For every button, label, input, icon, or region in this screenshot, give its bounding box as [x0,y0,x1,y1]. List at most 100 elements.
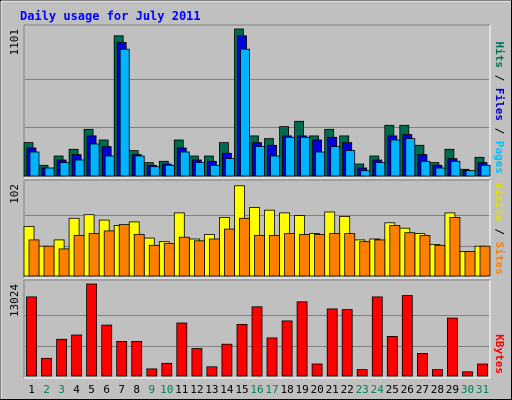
x-tick-label: 24 [371,383,385,396]
x-tick-label: 18 [280,383,293,396]
y-max-label: 1101 [8,29,21,56]
x-tick-label: 23 [356,383,369,396]
bar-kbytes-day-12 [191,348,203,377]
bar-pages-day-9 [149,166,160,177]
bar-sites-day-31 [479,245,491,277]
x-tick-label: 27 [416,383,429,396]
bar-kbytes-day-4 [71,334,82,377]
bar-pages-day-26 [405,138,416,177]
x-tick-label: 11 [175,383,188,396]
legend-entry: Files [493,88,506,121]
bar-pages-day-14 [224,158,235,177]
bar-sites-day-8 [133,234,145,277]
bar-sites-day-18 [284,233,296,277]
bar-sites-day-30 [464,251,476,277]
bar-kbytes-day-13 [206,366,218,377]
bar-pages-day-30 [465,170,476,177]
bar-pages-day-10 [164,164,175,177]
bar-sites-day-4 [73,234,85,277]
bar-sites-day-19 [299,234,311,277]
bar-pages-day-13 [209,164,220,177]
bar-kbytes-day-22 [341,309,353,377]
hits-files-pages-panel: 1101 Hits / Files / Pages [8,24,506,179]
x-tick-label: 31 [476,383,489,396]
bar-kbytes-day-18 [281,320,293,377]
x-tick-label: 12 [190,383,203,396]
legend-entry: Hits [493,42,506,69]
bar-sites-day-20 [314,234,326,277]
bar-kbytes-day-19 [296,301,308,377]
bar-pages-day-3 [59,162,70,177]
y-max-label: 13024 [8,284,21,317]
bar-sites-day-15 [239,217,250,277]
bar-kbytes-day-25 [386,335,398,377]
x-tick-label: 5 [88,383,95,396]
bar-sites-day-10 [163,243,175,277]
series-legend: Hits / Files / Pages [493,42,506,175]
x-tick-label: 29 [446,383,459,396]
bar-pages-day-16 [255,146,265,177]
bar-kbytes-day-2 [41,357,52,377]
bar-sites-day-26 [404,232,416,277]
bar-sites-day-16 [254,234,265,277]
bar-kbytes-day-24 [371,296,383,377]
bar-pages-day-22 [345,150,356,177]
legend-entry: Sites [493,242,506,275]
bar-sites-day-24 [374,239,386,277]
legend-separator: / [493,222,506,242]
bar-kbytes-day-15 [236,323,248,377]
bar-sites-day-13 [208,238,220,277]
bar-kbytes-day-20 [311,363,323,377]
legend-entry: Pages [493,141,506,174]
bar-pages-day-28 [435,167,446,177]
x-tick-label: 7 [118,383,125,396]
bar-pages-day-4 [74,159,85,177]
legend-entry: Visits [493,182,506,222]
bar-sites-day-6 [103,230,115,277]
x-tick-label: 16 [250,383,263,396]
bar-sites-day-17 [269,234,280,277]
bar-sites-day-21 [329,233,341,277]
x-tick-label: 25 [386,383,399,396]
x-tick-label: 6 [103,383,110,396]
x-tick-label: 30 [461,383,474,396]
bar-pages-day-12 [194,162,205,177]
bar-kbytes-day-14 [221,343,233,377]
x-tick-label: 4 [73,383,80,396]
bar-kbytes-day-8 [131,340,143,377]
bar-pages-day-1 [29,151,40,177]
bar-kbytes-day-10 [161,362,173,377]
bar-pages-day-27 [420,160,431,177]
bar-kbytes-day-3 [56,338,67,377]
bar-pages-day-24 [375,162,386,177]
kbytes-panel: 13024 KBytes [8,279,506,379]
bar-pages-day-8 [134,155,145,177]
bar-pages-day-21 [330,146,341,177]
bar-sites-day-3 [58,248,70,277]
visits-sites-panel: 102 Visits / Sites [8,179,506,279]
bar-kbytes-day-28 [431,369,443,377]
bar-kbytes-day-23 [356,369,368,377]
bar-kbytes-day-9 [146,368,158,377]
bar-pages-day-31 [480,164,491,177]
bar-sites-day-28 [434,244,446,277]
x-tick-label: 21 [326,383,339,396]
bar-sites-day-11 [178,236,190,277]
x-tick-label: 14 [220,383,234,396]
bar-kbytes-day-30 [462,371,473,377]
bar-kbytes-day-21 [326,308,338,377]
x-tick-label: 1 [28,383,35,396]
bar-sites-day-27 [419,234,431,277]
bar-kbytes-day-29 [446,317,458,377]
x-tick-label: 10 [160,383,173,396]
bar-pages-day-2 [44,167,55,177]
bar-sites-day-12 [193,240,205,277]
bar-sites-day-29 [449,216,461,277]
bar-sites-day-22 [344,233,356,277]
bar-kbytes-day-6 [101,324,113,377]
bar-pages-day-29 [450,160,461,177]
x-tick-label: 20 [310,383,323,396]
x-tick-label: 15 [235,383,248,396]
y-max-label: 102 [8,184,21,204]
